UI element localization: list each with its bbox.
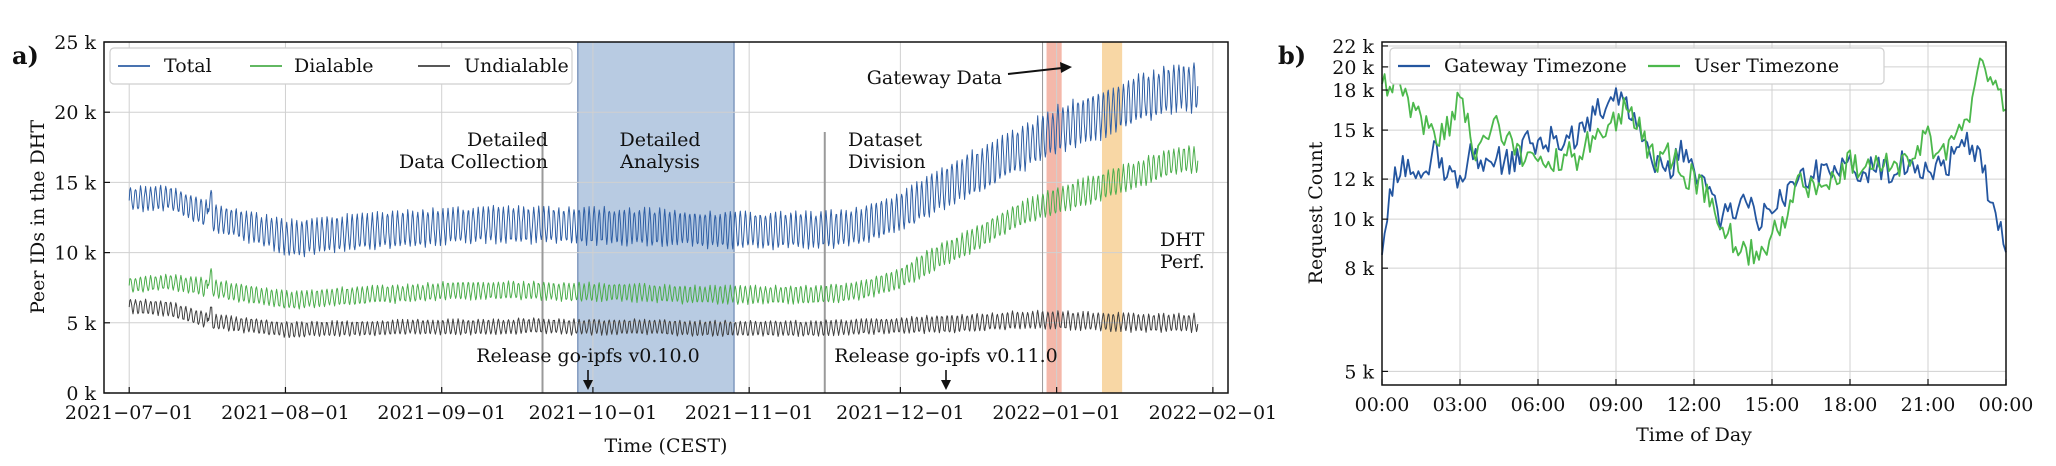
x-tick-label: 2021−10−01 [529, 402, 658, 424]
legend-label-dialable: Dialable [294, 55, 374, 77]
x-axis-label: Time of Day [1636, 424, 1752, 446]
y-axis-ticks: 0 k 5 k 10 k 15 k 20 k 25 k [54, 32, 110, 405]
legend-box [1389, 47, 1885, 85]
vertical-markers [541, 42, 1044, 393]
legend-label-undialable: Undialable [464, 55, 569, 77]
release-0-11-arrowhead [941, 380, 951, 390]
annotation-perf: Perf. [1160, 251, 1205, 273]
legend: Total Dialable Undialable [109, 47, 573, 85]
y-tick-label: 0 k [66, 383, 96, 405]
series-line-user-timezone [1381, 57, 2007, 266]
gateway-data-arrow [1007, 67, 1063, 75]
x-tick-label: 2022−02−01 [1149, 402, 1278, 424]
x-tick-label: 09:00 [1589, 394, 1644, 416]
annotation-dataset: Dataset [848, 129, 923, 151]
series-lines [128, 62, 1199, 338]
annotation-division: Division [848, 151, 926, 173]
panel-b-label: b) [1278, 41, 1306, 70]
y-tick-label: 20 k [54, 102, 96, 124]
x-tick-label: 00:00 [1979, 394, 2034, 416]
annotation-gateway-data: Gateway Data [867, 67, 1002, 89]
y-tick-label: 18 k [1332, 80, 1374, 102]
x-tick-label: 12:00 [1667, 394, 1722, 416]
panel-b: b) 5 k8 k10 k12 k15 k18 k20 k22 k 00:00 0… [1278, 36, 2033, 446]
legend-label-gateway: Gateway Timezone [1444, 55, 1627, 77]
gateway-data-arrowhead [1060, 62, 1072, 73]
y-tick-label: 10 k [1332, 209, 1374, 231]
annotation-release-0-11: Release go-ipfs v0.11.0 [834, 345, 1057, 367]
y-tick-label: 15 k [54, 172, 96, 194]
y-tick-label: 15 k [1332, 120, 1374, 142]
grid-lines [1381, 42, 2007, 385]
series-line-dialable [128, 145, 1199, 310]
y-axis-label: Request Count [1305, 141, 1327, 284]
legend-label-user: User Timezone [1694, 55, 1839, 77]
x-tick-label: 18:00 [1823, 394, 1878, 416]
shaded-region-3 [1101, 42, 1123, 393]
legend: Gateway Timezone User Timezone [1389, 47, 1885, 85]
annotation-detailed: Detailed [467, 129, 548, 151]
x-tick-label: 00:00 [1355, 394, 1410, 416]
x-tick-label: 03:00 [1433, 394, 1488, 416]
legend-label-total: Total [164, 55, 212, 77]
y-axis-ticks: 5 k 8 k 10 k 12 k 15 k 18 k20 k22 k [1332, 36, 1388, 383]
plot-frame [103, 41, 1229, 394]
x-tick-label: 2021−09−01 [377, 402, 506, 424]
y-tick-label: 20 k [1332, 57, 1374, 79]
series-line-undialable [128, 298, 1199, 338]
y-axis-label: Peer IDs in the DHT [27, 120, 49, 314]
annotation-detailed-analysis-2: Analysis [619, 151, 700, 173]
x-axis-ticks: 00:00 03:00 06:00 09:00 12:00 15:00 18:00 21:00… [1355, 379, 2034, 416]
x-tick-label: 2021−08−01 [221, 402, 350, 424]
shaded-region-2 [1046, 42, 1062, 393]
x-tick-label: 15:00 [1745, 394, 1800, 416]
x-tick-label: 21:00 [1901, 394, 1956, 416]
y-tick-label: 10 k [54, 243, 96, 265]
x-axis-label: Time (CEST) [605, 435, 728, 457]
series-line-total [128, 62, 1199, 258]
x-tick-label: 2021−07−01 [65, 402, 194, 424]
panel-a: a) 0 k5 k10 k15 k20 k25 k 2021−07−01 2021… [12, 32, 1277, 457]
y-tick-label: 8 k [1344, 258, 1374, 280]
y-tick-label: 5 k [1344, 361, 1374, 383]
x-tick-label: 2022−01−01 [992, 402, 1121, 424]
annotation-release-0-10: Release go-ipfs v0.10.0 [476, 345, 699, 367]
x-tick-label: 2021−11−01 [685, 402, 814, 424]
annotation-detailed-analysis-1: Detailed [619, 129, 700, 151]
release-0-10-arrowhead [583, 380, 593, 390]
series-lines [1381, 57, 2007, 266]
y-tick-label: 25 k [54, 32, 96, 54]
panel-a-label: a) [12, 41, 39, 70]
legend-box [109, 47, 573, 85]
y-tick-label: 22 k [1332, 36, 1374, 58]
annotation-data-collection: Data Collection [399, 151, 548, 173]
x-axis-ticks: 2021−07−01 2021−08−01 2021−09−01 2021−10−01… [65, 387, 1277, 424]
y-tick-label: 12 k [1332, 169, 1374, 191]
annotation-dht: DHT [1160, 229, 1205, 251]
y-tick-label: 5 k [66, 313, 96, 335]
x-tick-label: 06:00 [1511, 394, 1566, 416]
x-tick-label: 2021−12−01 [836, 402, 965, 424]
